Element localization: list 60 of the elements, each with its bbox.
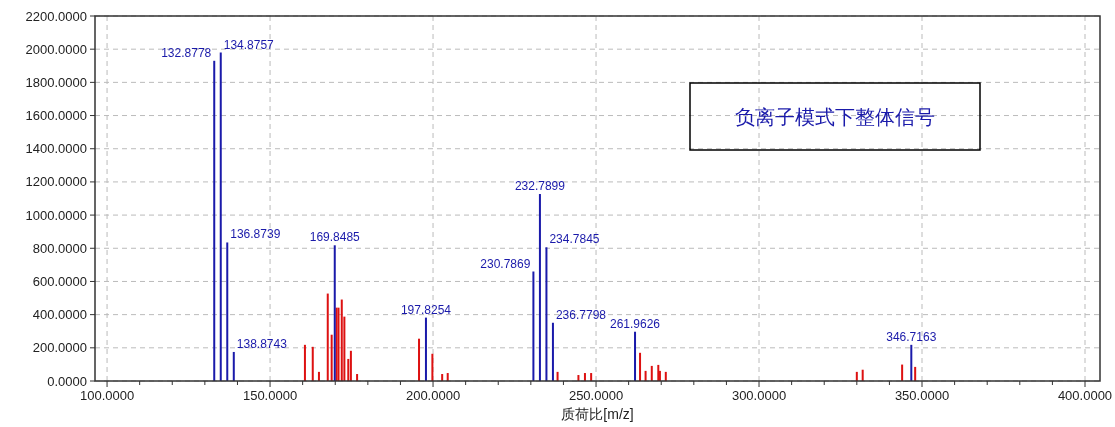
bar — [914, 366, 917, 381]
annotation: 232.7899 — [514, 179, 566, 194]
x-tick-label: 250.0000 — [568, 388, 624, 403]
bar — [545, 247, 548, 381]
annotation: 134.8757 — [223, 37, 275, 52]
bar — [657, 364, 660, 381]
x-tick-label: 150.0000 — [242, 388, 298, 403]
x-tick-label: 300.0000 — [731, 388, 787, 403]
bar — [538, 194, 541, 381]
x-tick-label: 400.0000 — [1057, 388, 1113, 403]
annotation: 138.8743 — [236, 336, 288, 351]
bar — [330, 334, 333, 381]
note-box: 负离子模式下整体信号 — [689, 82, 981, 151]
bar — [901, 364, 904, 381]
bar — [303, 344, 306, 381]
bar — [326, 293, 329, 381]
y-tick-label: 1200.0000 — [25, 174, 87, 190]
bar — [431, 353, 434, 381]
annotation: 261.9626 — [610, 316, 661, 331]
x-tick-label: 350.0000 — [894, 388, 950, 403]
bar — [634, 331, 637, 381]
bar — [639, 352, 642, 381]
y-tick-label: 800.0000 — [32, 240, 87, 256]
annotation: 236.7798 — [555, 307, 607, 322]
bar — [424, 317, 427, 381]
annotation: 234.7845 — [549, 232, 600, 247]
annotation: 169.8485 — [309, 230, 361, 245]
x-axis-title: 质荷比[m/z] — [561, 406, 634, 422]
bar — [418, 338, 421, 381]
annotation: 136.8739 — [230, 227, 281, 242]
bar — [644, 370, 647, 381]
y-tick-label: 2000.0000 — [25, 41, 87, 57]
y-tick-label: 1000.0000 — [25, 207, 87, 223]
y-tick-label: 1400.0000 — [25, 141, 87, 157]
bar — [349, 350, 352, 381]
bar — [532, 271, 535, 381]
bar — [219, 52, 222, 381]
bar — [910, 344, 913, 381]
x-tick-label: 200.0000 — [405, 388, 461, 403]
annotation: 230.7869 — [480, 256, 531, 271]
bar — [650, 365, 653, 381]
bar — [551, 322, 554, 381]
y-tick-label: 400.0000 — [32, 307, 87, 323]
y-tick-label: 1600.0000 — [25, 108, 87, 124]
annotation: 负离子模式下整体信号 — [735, 106, 935, 128]
annotation: 346.7163 — [886, 329, 937, 344]
y-tick-label: 1800.0000 — [25, 74, 87, 90]
y-tick-label: 0.0000 — [47, 373, 87, 389]
y-tick-label: 2200.0000 — [25, 8, 87, 24]
bar — [226, 242, 229, 381]
bar — [311, 346, 314, 381]
bar — [340, 299, 343, 381]
bar — [213, 60, 216, 381]
bar — [333, 245, 336, 381]
bar — [232, 351, 235, 381]
y-tick-label: 600.0000 — [32, 273, 87, 289]
x-tick-label: 100.0000 — [79, 388, 135, 403]
annotation: 132.8778 — [161, 45, 212, 60]
y-tick-label: 200.0000 — [32, 340, 87, 356]
annotation: 197.8254 — [400, 302, 452, 317]
